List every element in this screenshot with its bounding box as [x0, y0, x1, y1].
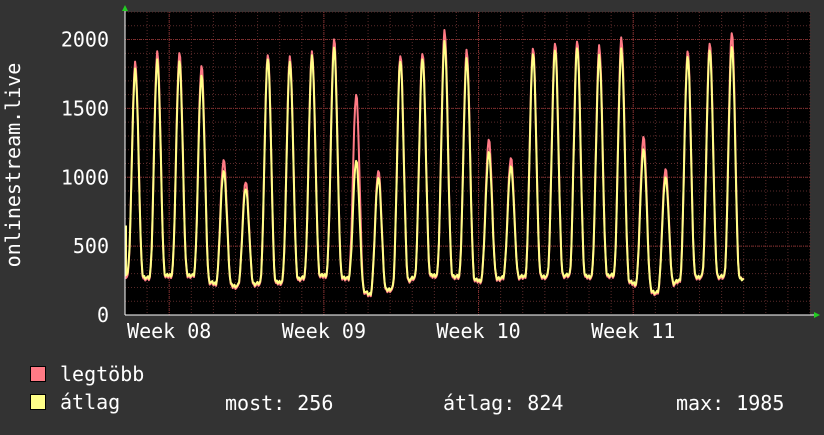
legend-item-max: legtöbb [30, 362, 145, 386]
y-axis-label: onlinestream.live [1, 63, 25, 268]
legend-item-avg: átlag [30, 390, 121, 414]
stat-average: átlag: 824 [443, 391, 564, 415]
stat-max: max: 1985 [676, 391, 785, 415]
x-axis-arrow [814, 312, 820, 318]
stat-current: most: 256 [225, 391, 334, 415]
y-tick-label: 0 [97, 303, 109, 327]
x-tick-label: Week 10 [436, 319, 520, 343]
series-line-avg [124, 40, 745, 296]
legend-label-avg: átlag [60, 390, 121, 414]
legend-swatch-avg [30, 394, 46, 410]
y-tick-label: 1000 [61, 165, 109, 189]
legend-label-max: legtöbb [60, 362, 145, 386]
x-tick-label: Week 11 [591, 319, 675, 343]
y-axis-arrow [122, 5, 128, 11]
x-tick-label: Week 08 [127, 319, 211, 343]
legend-swatch-max [30, 366, 46, 382]
y-tick-label: 2000 [61, 28, 109, 52]
x-tick-label: Week 09 [282, 319, 366, 343]
y-tick-label: 1500 [61, 96, 109, 120]
y-tick-label: 500 [73, 234, 109, 258]
